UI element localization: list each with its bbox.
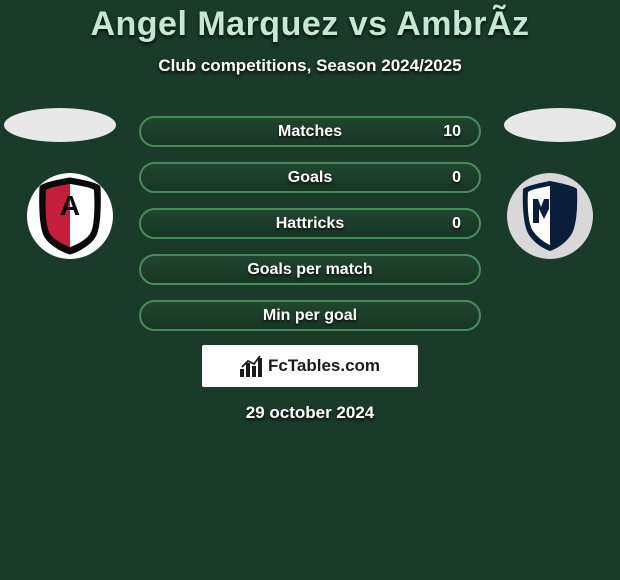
team-logo-left: A (27, 173, 113, 259)
stat-value: 0 (452, 169, 461, 187)
stat-pill-goals: Goals 0 (139, 162, 481, 193)
stats-section: A Matches 10 Goals 0 Hattricks 0 (0, 116, 620, 423)
brand-text: FcTables.com (268, 356, 380, 376)
team-logo-right (507, 173, 593, 259)
atlas-logo-icon: A (35, 177, 105, 255)
stat-label: Min per goal (141, 307, 479, 325)
stat-value: 0 (452, 215, 461, 233)
player-right-ellipse (504, 108, 616, 142)
stat-label: Goals (141, 169, 479, 187)
stat-pill-min-per-goal: Min per goal (139, 300, 481, 331)
stat-label: Goals per match (141, 261, 479, 279)
monterrey-logo-icon (507, 173, 593, 259)
brand-badge[interactable]: FcTables.com (202, 345, 418, 387)
stat-pill-hattricks: Hattricks 0 (139, 208, 481, 239)
date-text: 29 october 2024 (0, 403, 620, 423)
page-title: Angel Marquez vs AmbrÃ­z (0, 5, 620, 44)
bars-icon (240, 355, 264, 377)
stat-pill-matches: Matches 10 (139, 116, 481, 147)
player-left-ellipse (4, 108, 116, 142)
subtitle: Club competitions, Season 2024/2025 (0, 56, 620, 76)
svg-text:A: A (60, 190, 80, 221)
stat-label: Hattricks (141, 215, 479, 233)
stat-label: Matches (141, 123, 479, 141)
comparison-card: Angel Marquez vs AmbrÃ­z Club competitio… (0, 0, 620, 580)
stat-pill-goals-per-match: Goals per match (139, 254, 481, 285)
stat-value: 10 (443, 123, 461, 141)
stat-pills: Matches 10 Goals 0 Hattricks 0 Goals per… (139, 116, 481, 331)
